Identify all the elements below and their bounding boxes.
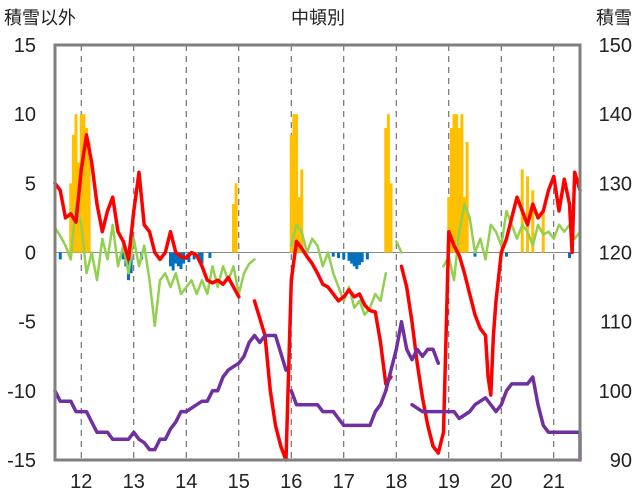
right-tick-label-1: 140 [599,104,632,126]
green-line-segment-0 [53,202,256,328]
red-line-segment-0 [53,133,241,299]
x-tick-label-0: 12 [70,471,92,493]
blue-bar-10 [179,252,183,270]
left-tick-label-3: 0 [25,243,36,265]
orange-bar-6 [85,128,88,253]
orange-bar-14 [300,169,304,253]
orange-bar-8 [232,204,235,253]
left-tick-label-6: -15 [7,450,36,472]
blue-bar-18 [337,252,340,259]
orange-bar-29 [541,211,545,253]
blue-bar-29 [568,252,571,259]
blue-bar-22 [352,252,356,267]
orange-bar-17 [389,183,393,253]
blue-bar-17 [331,252,335,257]
x-tick-label-7: 19 [438,471,460,493]
purple-line-segment-0 [53,333,288,452]
x-tick-label-8: 20 [490,471,512,493]
blue-bar-20 [347,252,351,261]
orange-bar-13 [297,197,301,253]
x-tick-label-6: 18 [385,471,407,493]
orange-bar-27 [526,176,529,253]
orange-bar-19 [449,128,453,253]
orange-bar-16 [386,114,390,253]
right-tick-label-2: 130 [599,173,632,195]
x-tick-label-4: 16 [280,471,302,493]
blue-bar-13 [192,252,196,260]
green-line-segment-1 [290,223,388,317]
orange-bar-22 [457,128,461,253]
blue-bar-26 [365,252,369,260]
x-tick-label-5: 17 [333,471,355,493]
orange-bar-7 [87,141,91,253]
orange-bar-24 [463,197,466,253]
right-tick-label-3: 120 [599,243,632,265]
red-line-segment-1 [252,239,393,462]
right-tick-label-5: 100 [599,381,632,403]
orange-bar-10 [289,134,293,253]
x-tick-label-1: 13 [123,471,145,493]
orange-bar-12 [295,114,298,253]
blue-bar-8 [174,252,178,264]
orange-bar-20 [452,114,456,253]
orange-bar-5 [82,114,86,253]
right-tick-label-4: 110 [600,312,632,334]
left-tick-label-2: 5 [25,173,36,195]
x-tick-label-2: 14 [175,471,197,493]
orange-bar-18 [447,197,451,253]
blue-bar-28 [505,252,508,257]
orange-bar-25 [465,141,469,253]
x-tick-label-9: 21 [543,471,565,493]
left-axis-label: 積雪以外 [4,8,76,29]
purple-line-segment-1 [289,319,441,428]
blue-bar-19 [342,252,346,260]
blue-bar-14 [197,252,201,260]
orange-bar-2 [74,114,78,253]
blue-bar-9 [176,252,180,267]
x-tick-label-3: 15 [228,471,250,493]
blue-bar-7 [171,252,175,271]
left-tick-label-0: 15 [14,35,36,57]
right-tick-label-0: 150 [599,35,632,57]
orange-bar-11 [292,114,296,253]
orange-bar-15 [384,128,388,253]
chart-title: 中頓別 [291,8,345,29]
blue-bar-21 [350,252,354,264]
orange-bar-28 [531,190,535,253]
red-line-segment-2 [399,170,582,455]
blue-bar-16 [208,252,212,259]
orange-bar-0 [69,183,73,253]
left-tick-label-1: 10 [14,104,36,126]
right-axis-label: 積雪 [596,8,632,29]
right-tick-label-6: 90 [610,450,632,472]
blue-bar-1 [121,252,125,260]
plot-frame [53,43,582,462]
blue-bar-27 [473,252,477,257]
orange-bar-1 [71,134,75,253]
blue-bar-24 [358,252,361,265]
blue-bar-15 [200,252,204,264]
orange-bar-9 [234,183,238,253]
purple-line-segment-2 [410,375,582,462]
orange-bar-21 [455,114,459,253]
left-tick-label-5: -10 [7,381,36,403]
orange-bar-23 [460,114,464,253]
blue-bar-0 [58,252,62,260]
blue-bar-23 [355,252,359,270]
blue-bar-25 [360,252,364,263]
plot-area: 15 10 5 0 -5 -10 -15 150 140 130 120 110 100 90 12 13 14… [7,35,632,493]
left-tick-label-4: -5 [18,312,36,334]
blue-bar-6 [169,252,172,267]
green-line-segment-2 [395,240,403,254]
